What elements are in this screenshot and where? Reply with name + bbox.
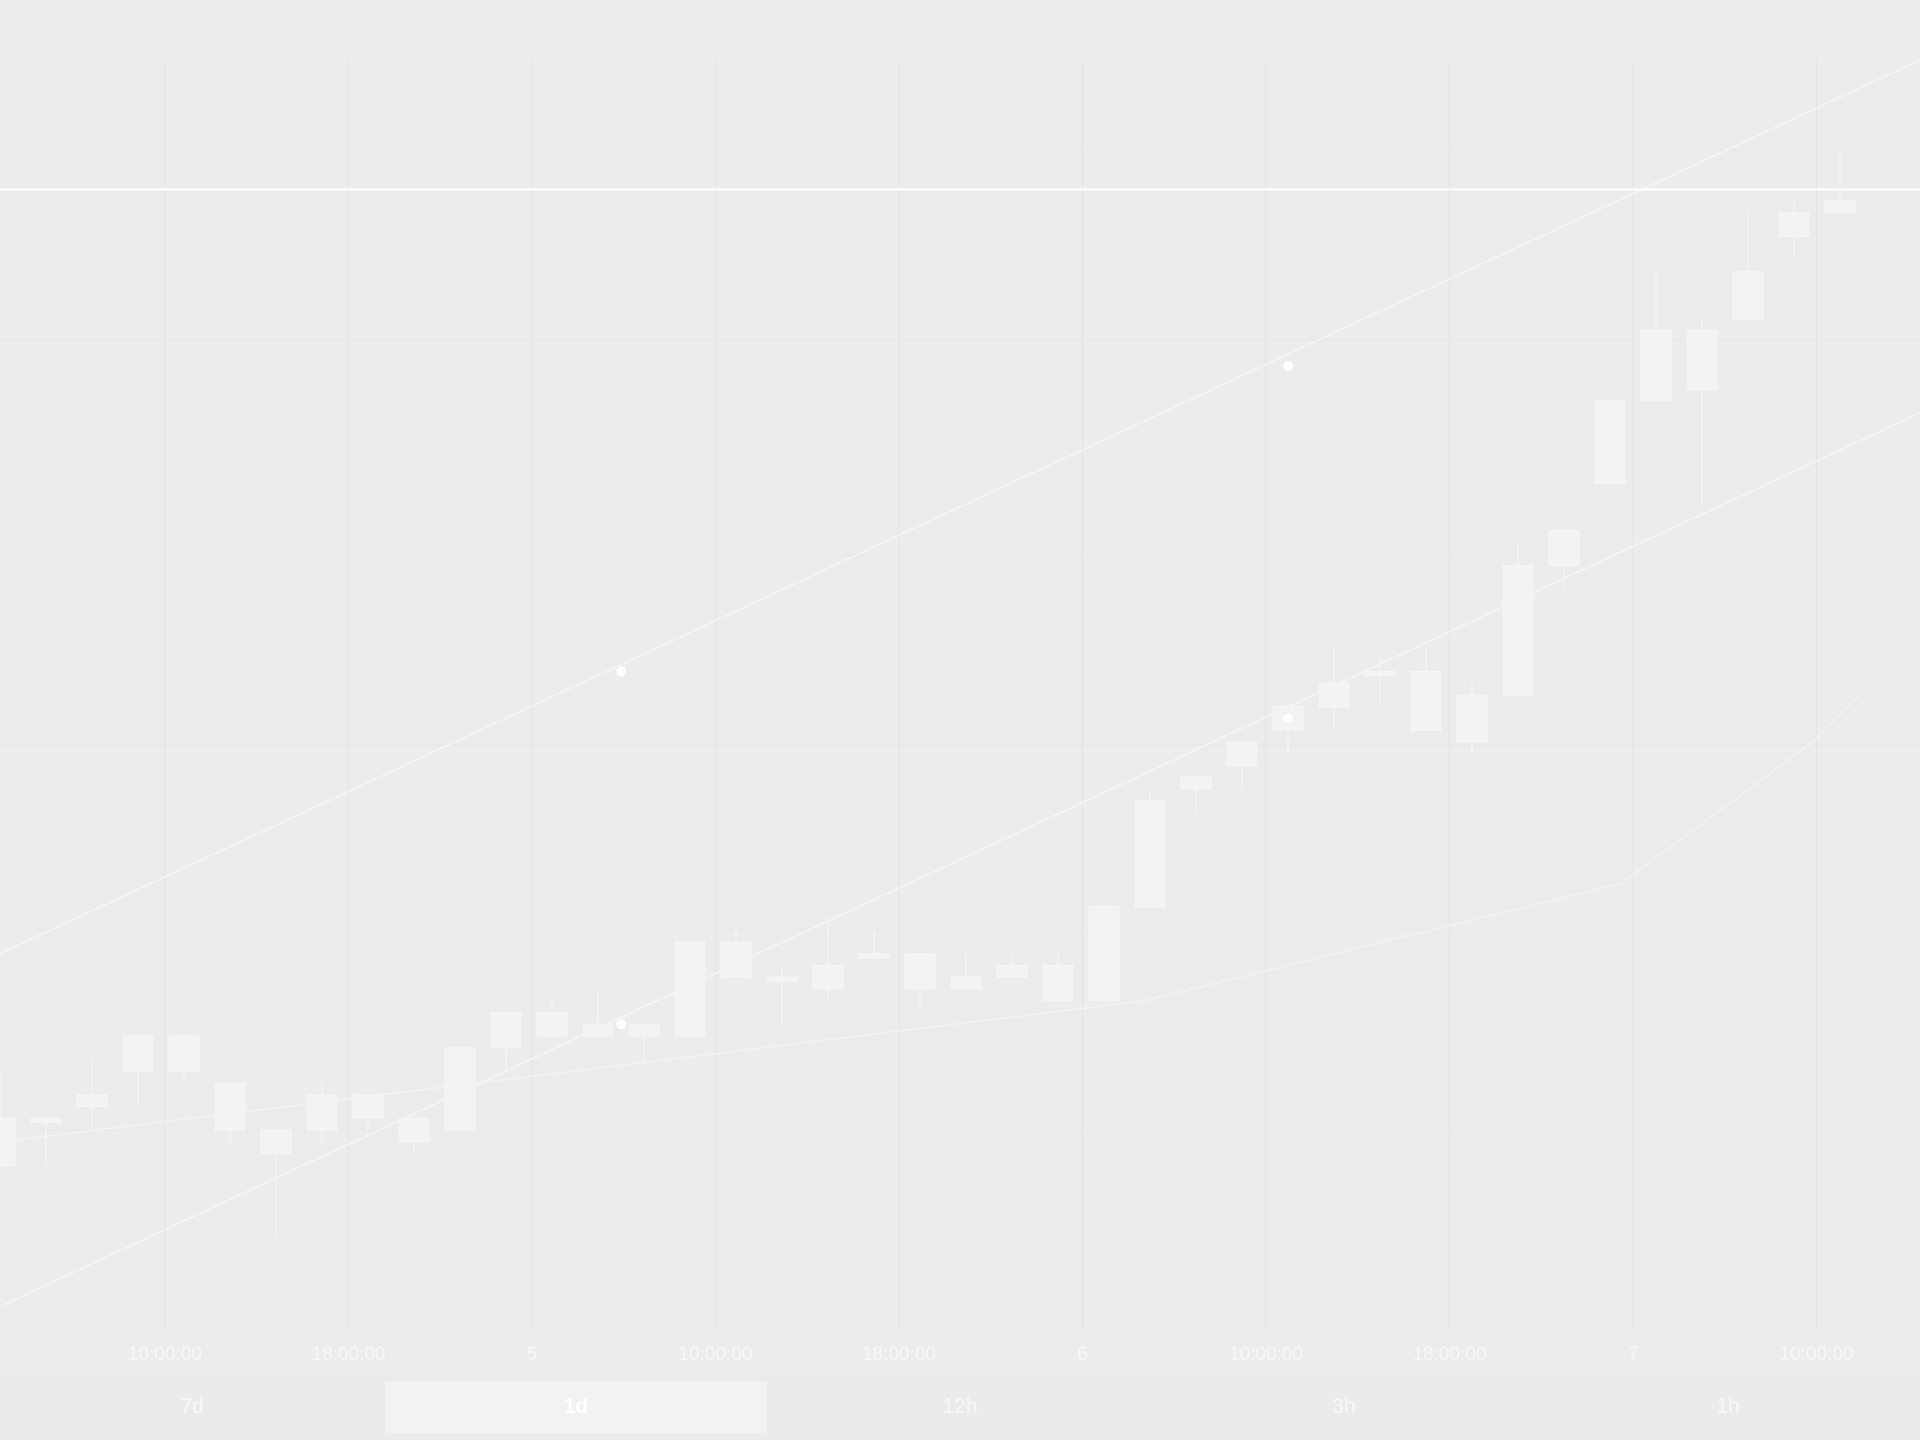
x-tick-label: 5 (527, 1344, 538, 1365)
lower-band-line (0, 412, 1920, 1308)
candle-body (1732, 271, 1764, 320)
range-tab-12h[interactable]: 12h (942, 1395, 978, 1418)
band-marker-dot (1283, 713, 1294, 724)
candle-body (1548, 529, 1580, 567)
candle-body (1824, 200, 1856, 214)
x-tick-label: 10:00:00 (1229, 1344, 1303, 1365)
candle-body (812, 964, 844, 990)
candle-body (398, 1117, 430, 1143)
x-tick-label: 10:00:00 (128, 1344, 202, 1365)
candle-body (30, 1117, 62, 1123)
candle-body (766, 976, 798, 982)
range-tab-1d[interactable]: 1d (385, 1381, 767, 1433)
candle-body (1088, 906, 1120, 1002)
x-tick-label: 10:00:00 (679, 1344, 753, 1365)
band-marker-dot (616, 666, 627, 677)
candle-body (1594, 400, 1626, 484)
x-tick-label: 18:00:00 (312, 1344, 386, 1365)
band-marker-dot (1283, 360, 1294, 371)
x-tick-label: 18:00:00 (862, 1344, 936, 1365)
moving-average-line (0, 694, 1861, 1143)
band-marker-dot (616, 1019, 627, 1030)
x-tick-label: 18:00:00 (1413, 1344, 1487, 1365)
candle-body (720, 941, 752, 978)
range-tab-3h[interactable]: 3h (1332, 1395, 1356, 1418)
candle-body (1686, 329, 1718, 390)
candle-body (214, 1082, 246, 1131)
candle-body (1134, 800, 1166, 908)
candle-body (996, 964, 1028, 978)
candle-body (490, 1012, 522, 1049)
candle-body (1364, 670, 1396, 676)
candle-body (858, 953, 890, 959)
candle-body (1410, 670, 1442, 731)
candle-body (1318, 682, 1350, 708)
range-tab-7d[interactable]: 7d (180, 1395, 204, 1418)
candle-body (444, 1047, 476, 1131)
candle-body (122, 1035, 154, 1072)
upper-band-line (0, 59, 1920, 955)
chart-canvas[interactable]: 10:00:00 18:00:00 5 10:00:00 18:00:00 6 10:00:… (0, 0, 1920, 1374)
candle-body (1456, 694, 1488, 743)
candle-body (1180, 776, 1212, 790)
candle-body (260, 1129, 292, 1155)
candle-body (582, 1023, 614, 1037)
candle-body (950, 976, 982, 990)
range-tab-1h[interactable]: 1h (1716, 1395, 1740, 1418)
x-tick-label: 6 (1077, 1344, 1088, 1365)
candle-body (904, 953, 936, 990)
candle-body (306, 1094, 338, 1131)
candle-body (168, 1035, 200, 1072)
x-tick-label: 10:00:00 (1780, 1344, 1854, 1365)
candle-body (0, 1117, 16, 1166)
candle-body (536, 1012, 568, 1037)
candle-body (76, 1094, 108, 1108)
candle-body (1502, 565, 1534, 696)
candle-body (352, 1094, 384, 1119)
candle-body (628, 1023, 660, 1037)
candle-body (1226, 741, 1258, 767)
x-tick-label: 7 (1628, 1344, 1639, 1365)
candle-body (1640, 329, 1672, 402)
candle-body (1042, 964, 1074, 1002)
candle-body (1778, 212, 1810, 237)
range-selector: 7d 1d 12h 3h 1h (0, 1374, 1920, 1440)
candle-body (674, 941, 706, 1037)
